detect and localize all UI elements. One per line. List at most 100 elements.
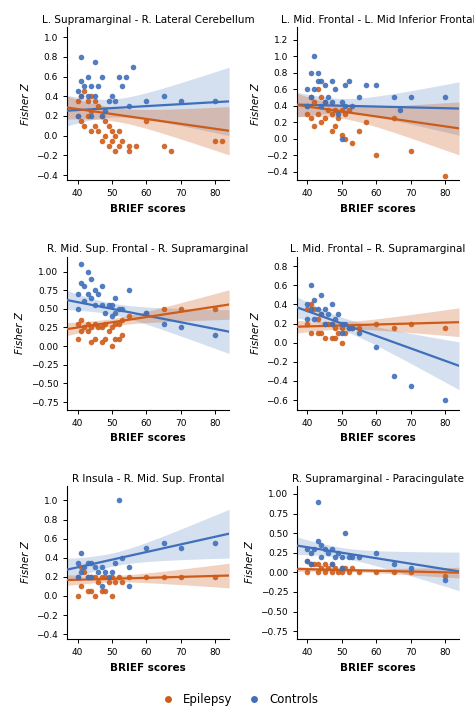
Point (88, 571, 95, 582)
Point (115, 125, 123, 137)
Point (160, 318, 167, 330)
Point (118, 135, 126, 146)
Point (77, 547, 85, 559)
Point (304, 313, 311, 325)
Point (441, 170, 449, 181)
Point (122, 71, 129, 82)
Point (345, 104, 353, 116)
Point (390, 370, 397, 382)
Point (177, 542, 185, 554)
Y-axis label: Fisher Z: Fisher Z (21, 541, 31, 583)
Point (101, 571, 109, 582)
Point (338, 337, 346, 348)
Point (328, 318, 335, 329)
Point (321, 567, 328, 578)
Point (307, 328, 315, 339)
Point (81, 562, 88, 573)
Point (356, 567, 363, 578)
Point (84, 318, 91, 330)
Point (356, 323, 363, 334)
Point (98, 110, 105, 122)
Point (98, 562, 105, 573)
Point (101, 130, 109, 142)
Point (81, 296, 88, 307)
Point (118, 303, 126, 315)
Point (118, 314, 126, 325)
Point (88, 557, 95, 568)
Point (307, 91, 315, 103)
Point (115, 71, 123, 82)
X-axis label: BRIEF scores: BRIEF scores (110, 662, 186, 672)
Point (342, 108, 349, 120)
Point (324, 308, 332, 320)
Point (98, 110, 105, 122)
Point (310, 303, 318, 315)
Point (390, 567, 397, 578)
Point (77, 562, 85, 573)
Point (105, 120, 112, 132)
Point (307, 91, 315, 103)
Point (328, 318, 335, 329)
Point (407, 380, 415, 392)
Point (91, 91, 99, 102)
Point (307, 559, 315, 570)
Point (126, 140, 133, 151)
Point (335, 108, 342, 120)
X-axis label: BRIEF scores: BRIEF scores (340, 433, 416, 443)
Point (118, 329, 126, 341)
X-axis label: BRIEF scores: BRIEF scores (110, 433, 186, 443)
Point (338, 96, 346, 107)
Y-axis label: Fisher Z: Fisher Z (245, 541, 255, 583)
Point (94, 125, 102, 137)
Point (335, 547, 342, 559)
Point (342, 79, 349, 91)
Point (108, 341, 116, 352)
Point (328, 567, 335, 578)
Point (328, 75, 335, 86)
Point (88, 292, 95, 303)
Point (88, 110, 95, 122)
Point (84, 110, 91, 122)
Point (345, 567, 353, 578)
Point (345, 551, 353, 562)
Point (132, 140, 140, 151)
Point (307, 547, 315, 559)
Point (345, 75, 353, 86)
Point (328, 543, 335, 554)
Point (126, 310, 133, 322)
Point (338, 133, 346, 145)
Point (88, 81, 95, 92)
Point (91, 284, 99, 296)
Point (338, 104, 346, 116)
Point (94, 576, 102, 588)
Point (318, 328, 325, 339)
Point (362, 79, 370, 91)
Point (115, 495, 123, 506)
Point (84, 91, 91, 102)
Point (84, 571, 91, 582)
Point (338, 323, 346, 334)
Point (304, 303, 311, 315)
Point (81, 120, 88, 132)
Point (94, 81, 102, 92)
Point (328, 559, 335, 570)
Point (321, 303, 328, 315)
Point (318, 308, 325, 320)
Point (407, 562, 415, 574)
Point (373, 342, 380, 354)
Point (304, 567, 311, 578)
Point (390, 323, 397, 334)
Point (74, 86, 82, 97)
Point (338, 567, 346, 578)
Point (91, 318, 99, 330)
Point (321, 559, 328, 570)
Point (342, 318, 349, 329)
Point (77, 325, 85, 337)
Point (324, 547, 332, 559)
Point (390, 91, 397, 103)
Point (84, 96, 91, 107)
Point (219, 135, 226, 146)
Point (324, 318, 332, 329)
Point (77, 567, 85, 578)
Point (101, 333, 109, 344)
